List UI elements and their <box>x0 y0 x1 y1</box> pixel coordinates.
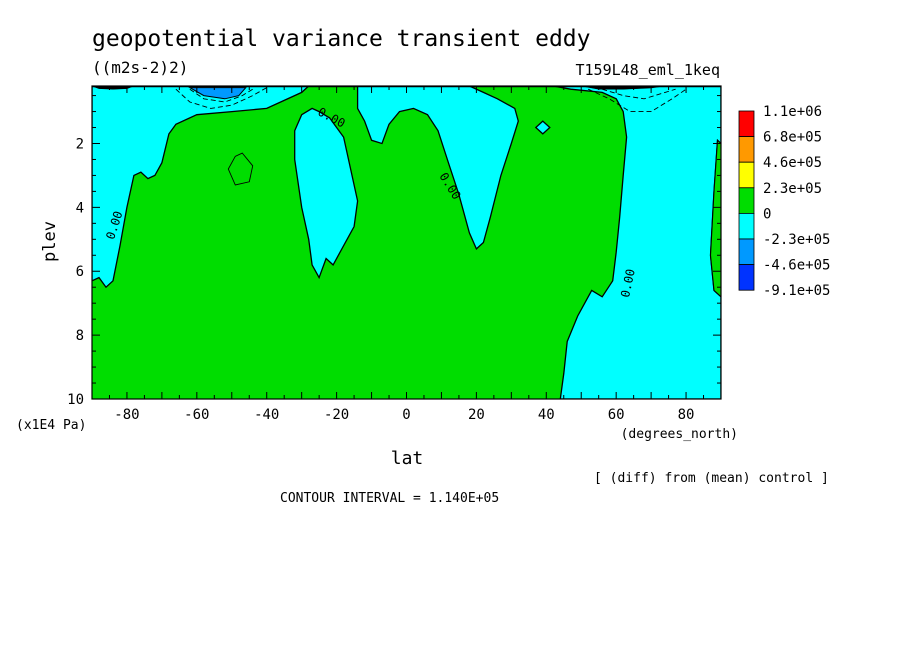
colorbar-level-label: 6.8e+05 <box>763 130 822 146</box>
plot-area <box>92 86 721 399</box>
x-tick-label: -80 <box>114 407 139 423</box>
colorbar-box <box>738 238 755 266</box>
colorbar-box <box>738 187 755 214</box>
chart-title: geopotential variance transient eddy <box>92 26 591 52</box>
cyan-region-0 <box>92 86 310 289</box>
x-tick-label: 20 <box>468 407 485 423</box>
y-tick-label: 6 <box>76 264 84 280</box>
dashed-contour-2 <box>588 88 687 113</box>
x-tick-label: -20 <box>324 407 349 423</box>
green-blob-0 <box>227 152 254 186</box>
dashed-contour-3 <box>602 88 676 100</box>
contour-interval: CONTOUR INTERVAL = 1.140E+05 <box>280 491 499 506</box>
x-axis-units: (degrees_north) <box>621 427 738 442</box>
colorbar-legend: 1.1e+06 6.8e+05 4.6e+05 2.3e+05 0 -2.3e+05 -4.… <box>738 104 830 299</box>
run-label: T159L48_eml_1keq <box>576 61 721 79</box>
x-tick-label: 40 <box>538 407 555 423</box>
colorbar-box <box>738 212 755 240</box>
colorbar-level-label: -9.1e+05 <box>763 283 830 299</box>
colorbar-level-label: 4.6e+05 <box>763 155 822 171</box>
x-tick-label: 0 <box>402 407 410 423</box>
diff-note: [ (diff) from (mean) control ] <box>594 471 829 486</box>
colorbar-level-label: -2.3e+05 <box>763 232 830 248</box>
y-tick-label: 8 <box>76 328 84 344</box>
top-contour-band-right <box>581 86 666 90</box>
cyan-region-1 <box>294 107 359 280</box>
colorbar-box <box>738 136 755 163</box>
green-strip-0 <box>709 139 721 298</box>
colorbar-level-label: 1.1e+06 <box>763 104 822 120</box>
dashed-contour-1 <box>189 88 253 103</box>
colorbar-level-label: 0 <box>763 206 771 222</box>
cyan-region-3 <box>534 120 551 135</box>
dashed-contour-0 <box>175 87 267 109</box>
y-axis-units: (x1E4 Pa) <box>16 418 86 433</box>
x-tick-label: 80 <box>678 407 695 423</box>
y-tick-label: 10 <box>67 392 84 408</box>
chart-units: ((m2s-2)2) <box>92 58 188 77</box>
cyan-region-2 <box>356 86 519 250</box>
contour-label-zero: 0.00 <box>618 268 638 299</box>
x-tick-label: -40 <box>254 407 279 423</box>
x-tick-label: 60 <box>608 407 625 423</box>
y-axis-label: plev <box>40 221 60 262</box>
y-tick-label: 2 <box>76 136 84 152</box>
colorbar-box <box>738 161 755 189</box>
y-tick-label: 4 <box>76 200 84 216</box>
x-axis-label: lat <box>391 448 424 469</box>
colorbar-level-label: -4.6e+05 <box>763 258 830 274</box>
colorbar-box <box>738 264 755 291</box>
x-tick-label: -60 <box>184 407 209 423</box>
colorbar-box <box>738 110 755 138</box>
colorbar-level-label: 2.3e+05 <box>763 181 822 197</box>
